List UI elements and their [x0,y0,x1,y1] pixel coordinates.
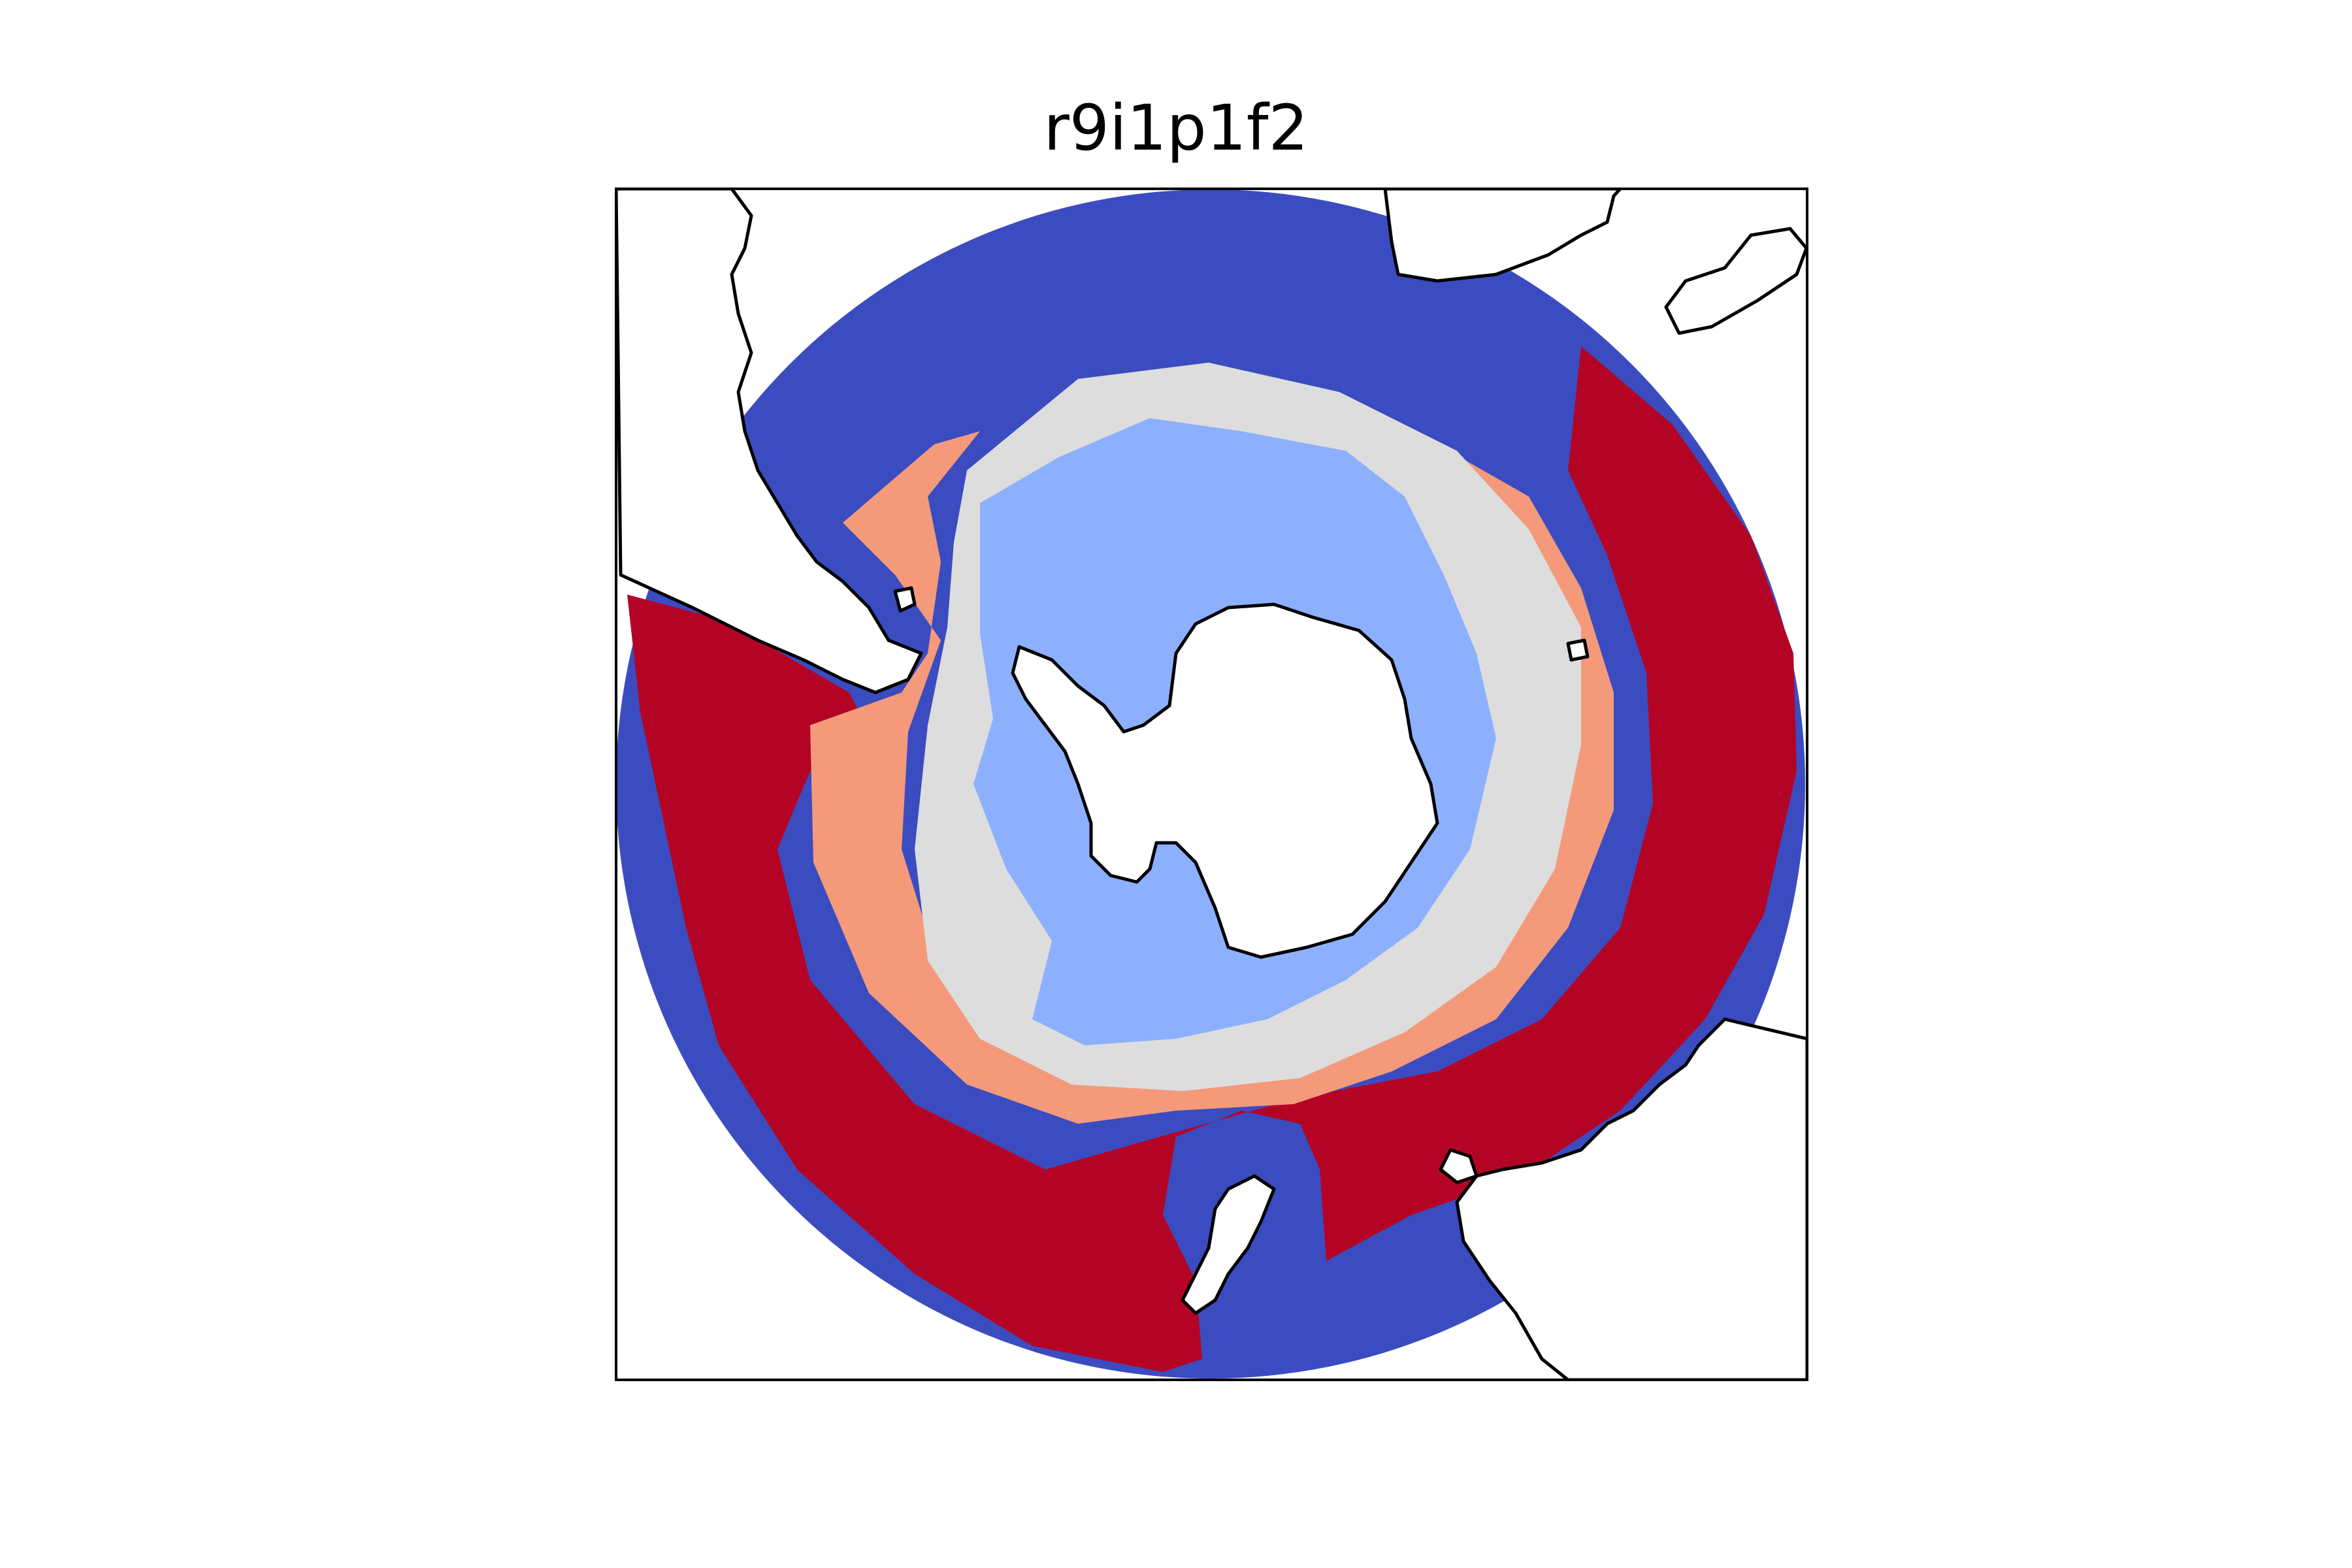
band-strong-positive [627,346,1797,1372]
band-weak-positive [810,431,1614,1124]
map-frame [615,188,1808,1381]
new-zealand [1181,1174,1276,1315]
falkland-islands [893,586,917,613]
madagascar [1664,227,1807,335]
kerguelen-island [1566,638,1590,662]
africa [1383,189,1622,283]
tasmania [1439,1148,1478,1184]
australia [1455,1017,1807,1380]
antarctica [1011,602,1439,959]
south-america [616,189,923,694]
map-title: r9i1p1f2 [1043,91,1309,165]
